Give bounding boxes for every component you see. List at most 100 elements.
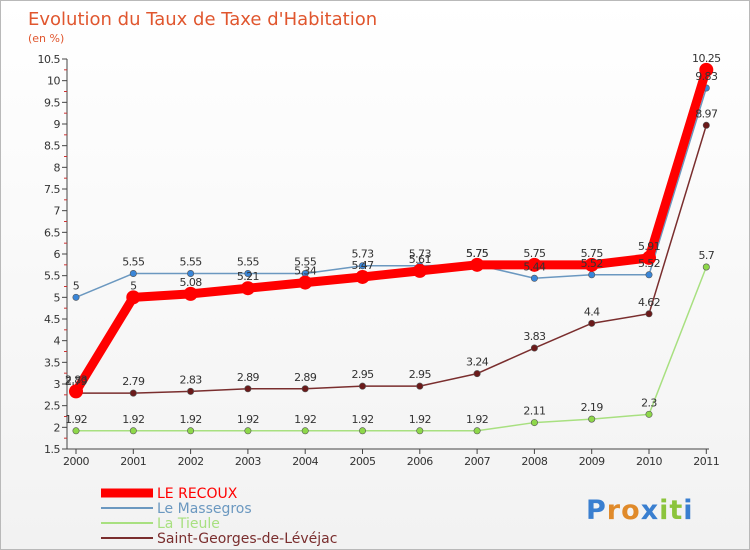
legend-label: La Tieule [157,516,220,532]
chart-subtitle: (en %) [28,32,64,45]
data-label: 2.11 [523,405,545,418]
y-tick-label: 4 [54,335,61,348]
data-label: 2.89 [237,371,260,384]
data-point [473,370,481,378]
x-tick-label: 2006 [407,455,433,468]
data-point [298,275,313,290]
y-tick-label: 2.5 [44,400,60,413]
x-tick-label: 2010 [636,455,662,468]
y-tick-label: 6.5 [44,226,60,239]
chart-title: Evolution du Taux de Taxe d'Habitation [28,9,377,30]
logo-letter: x [641,495,659,526]
data-label: 5.75 [466,247,489,260]
data-label: 1.92 [351,413,373,426]
data-label: 1.92 [237,413,259,426]
x-tick-label: 2009 [579,455,605,468]
data-point [530,419,538,427]
y-tick-label: 5 [54,291,61,304]
data-label: 5.73 [351,248,374,261]
data-point [355,269,370,284]
legend-label: LE RECOUX [157,486,238,502]
data-point [416,427,424,435]
data-label: 2.95 [409,368,432,381]
data-label: 5.08 [180,276,203,289]
data-point [588,271,596,279]
data-label: 3.83 [523,330,546,343]
series-layer [69,62,714,435]
data-label: 5 [73,279,80,292]
data-label: 5.55 [180,256,203,269]
data-point [72,427,80,435]
data-point [358,262,366,270]
y-tick-label: 3.5 [44,356,60,369]
data-label: 4.62 [638,296,660,309]
data-point [645,310,653,318]
data-label: 5.75 [581,247,604,260]
data-point [702,263,710,271]
data-point [358,382,366,390]
proxiti-logo-text: Proxiti [586,495,694,526]
data-label: 1.92 [409,413,431,426]
data-point [584,257,599,272]
data-point [470,257,485,272]
proxiti-logo: Proxiti [586,495,694,526]
data-label: 3.24 [466,356,489,369]
data-label: 2.83 [65,373,88,386]
series-line-la-tieule [75,266,708,432]
data-point [645,271,653,279]
data-point [240,281,255,296]
data-label: 5.55 [237,256,260,269]
data-label: 2.83 [180,373,203,386]
data-label: 1.92 [466,413,488,426]
logo-letter: t [669,495,683,526]
y-tick-label: 9.5 [44,96,60,109]
data-point [301,385,309,393]
y-tick-label: 7 [54,205,61,218]
data-label: 2.19 [581,401,604,414]
data-label: 5 [130,279,137,292]
data-point [187,387,195,395]
data-label: 5.55 [122,256,145,269]
y-tick-label: 4.5 [44,313,60,326]
data-label: 2.79 [122,375,145,388]
data-point [358,427,366,435]
logo-letter: i [683,495,693,526]
data-label: 8.97 [695,107,718,120]
data-point [129,269,137,277]
series-line-le-recoux [71,65,711,396]
data-label: 1.92 [294,413,316,426]
data-label: 10.25 [692,52,721,65]
legend-label: Le Massegros [157,501,252,517]
data-point [72,293,80,301]
x-tick-label: 2003 [235,455,261,468]
x-tick-label: 2005 [350,455,376,468]
data-label: 5.7 [698,249,714,262]
data-point [412,263,427,278]
data-label: 5.21 [237,270,259,283]
data-label: 2.79 [65,375,88,388]
data-label: 1.92 [122,413,144,426]
data-point [244,427,252,435]
data-label: 5.75 [523,247,546,260]
y-tick-label: 1.5 [44,443,60,456]
data-point [530,274,538,282]
y-tick-label: 3 [54,378,61,391]
data-label: 5.55 [294,256,317,269]
data-labels: 55.55 5.55 5.55 5.555.73 5.73 5.755.44 5.52 5.5… [65,52,722,426]
data-label: 1.92 [65,413,87,426]
x-tick-label: 2004 [292,455,318,468]
data-point [187,269,195,277]
logo-letter: r [607,495,621,526]
series-line-le-massegros [75,87,708,299]
y-tick-label: 5.5 [44,270,60,283]
data-label: 2.95 [351,368,374,381]
data-label: 2.89 [294,371,317,384]
y-tick-label: 2 [54,421,61,434]
series-line-saint-georges-de-levejac [75,124,708,394]
x-tick-label: 2011 [693,455,719,468]
data-label: 5.44 [523,260,546,273]
logo-letter: P [586,495,607,526]
data-point [699,62,714,77]
